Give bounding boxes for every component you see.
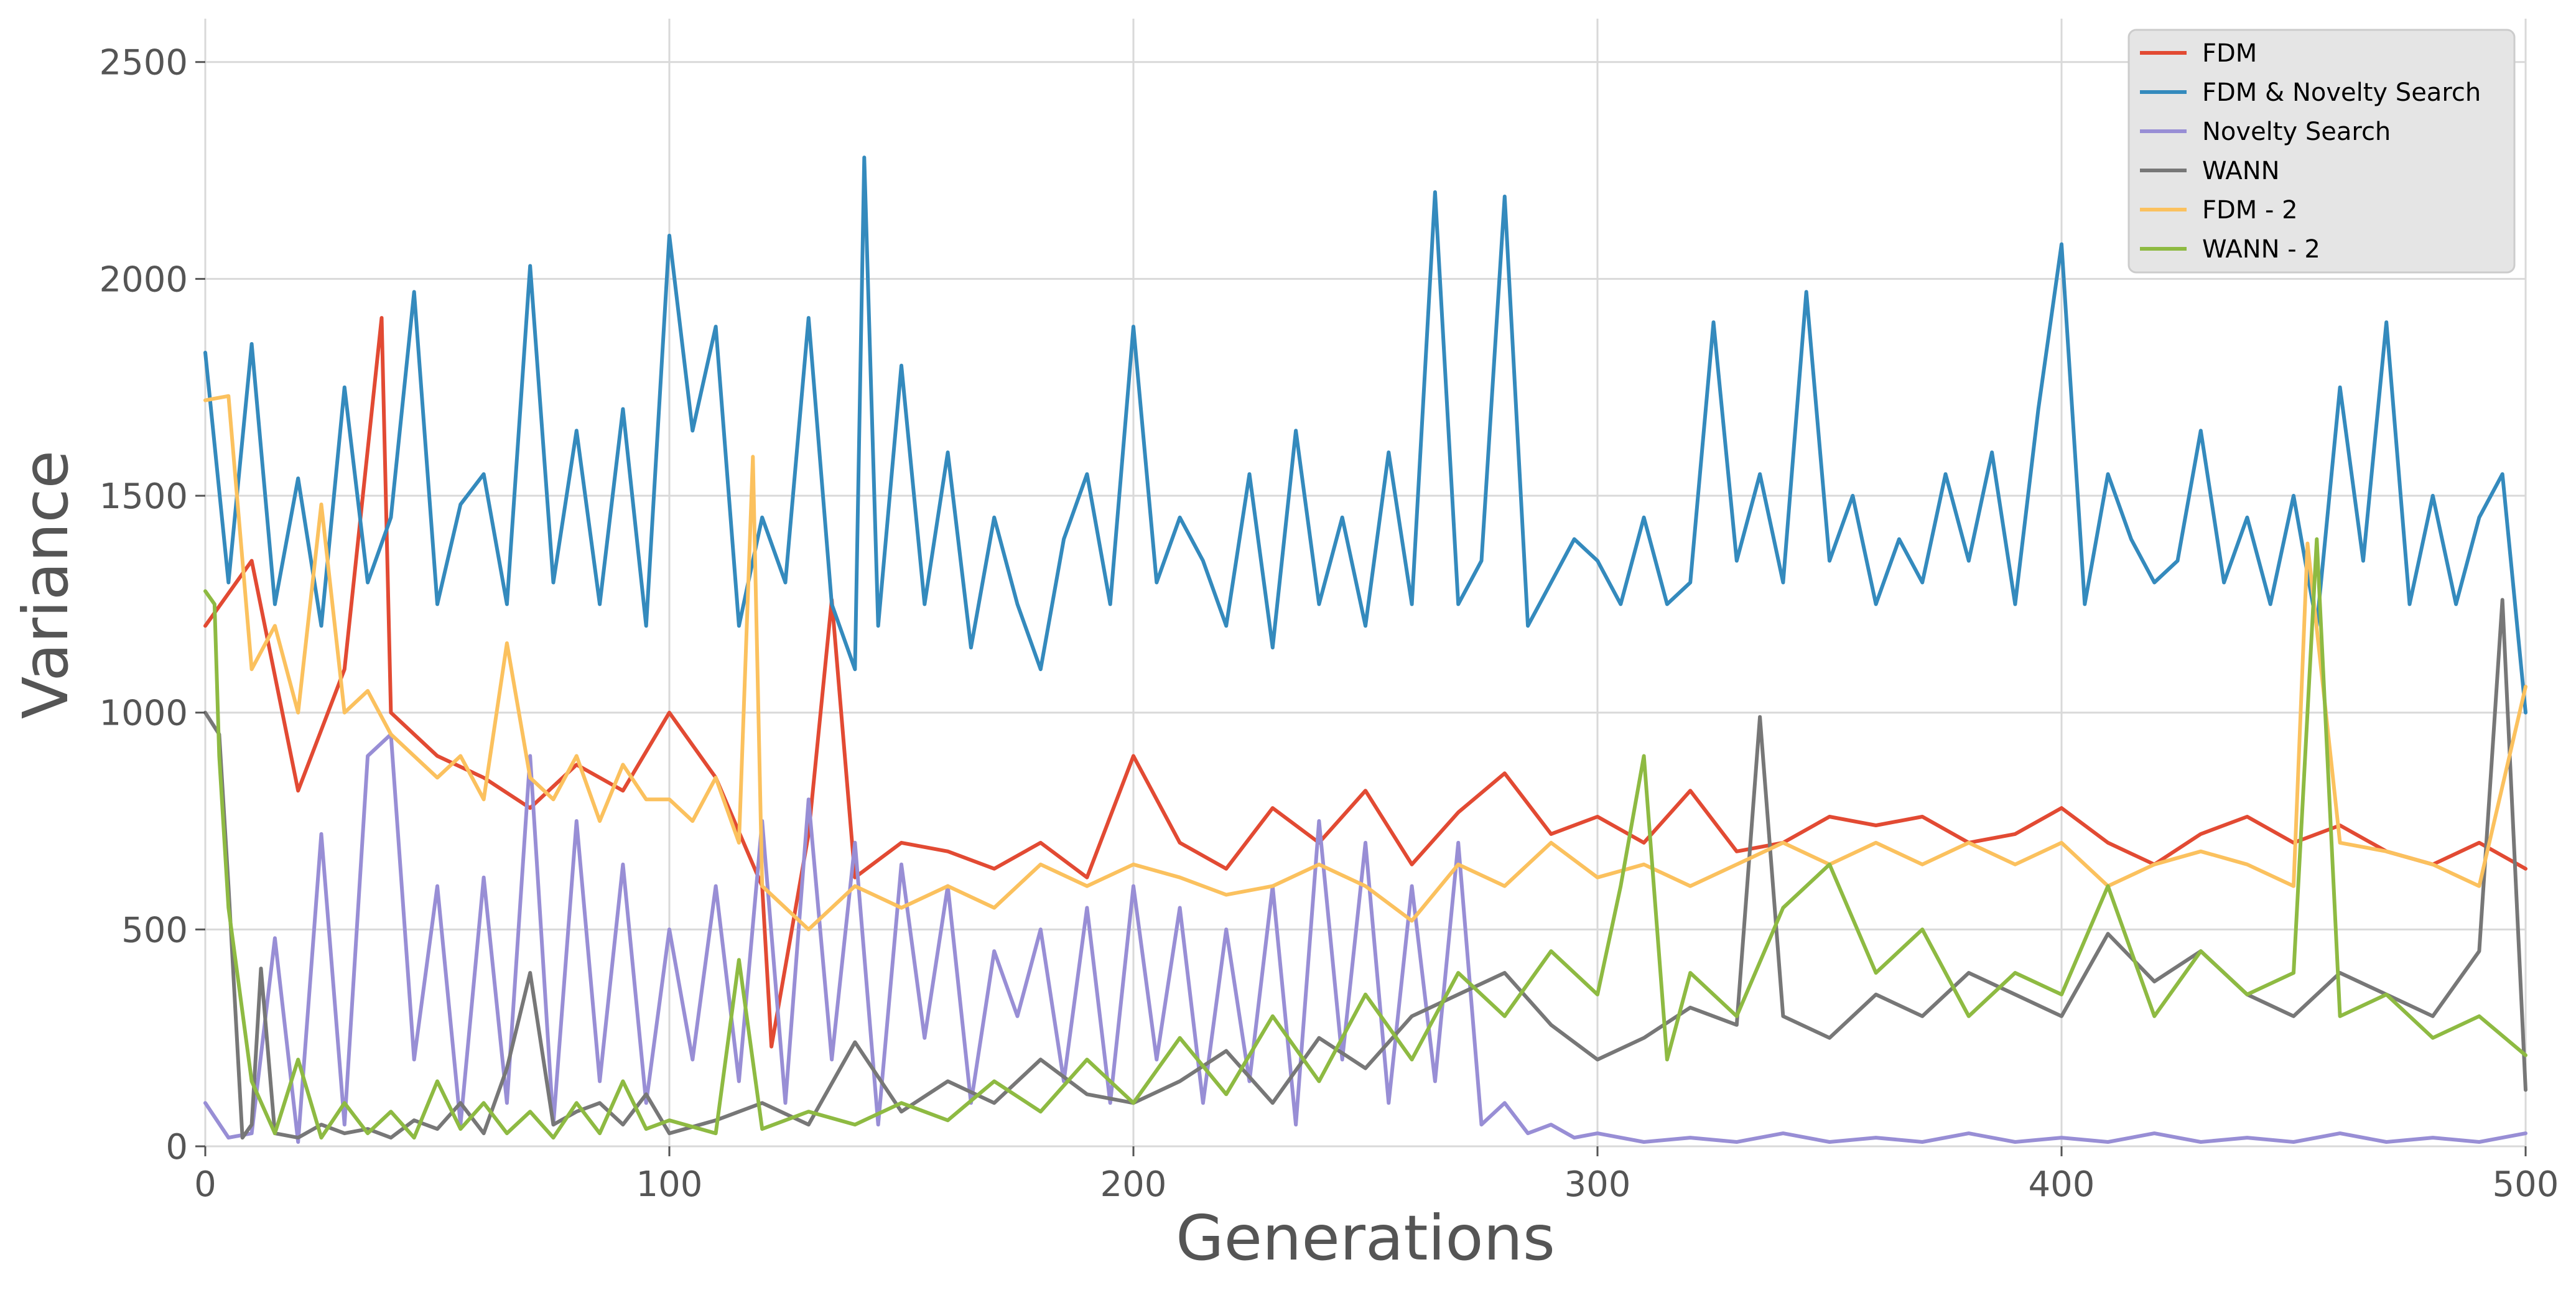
legend-label-wann: WANN <box>2202 157 2280 185</box>
series-line-wann-2 <box>203 537 2527 1140</box>
x-tick-label: 400 <box>2029 1164 2095 1205</box>
x-tick-label: 100 <box>636 1164 703 1205</box>
x-axis-label: Generations <box>1176 1202 1555 1274</box>
series-line-fdm-novelty-search <box>203 155 2527 715</box>
y-tick-label: 1000 <box>99 694 188 734</box>
y-axis-label: Variance <box>9 450 82 719</box>
legend-entries: FDM FDM & Novelty Search Novelty Search WAN… <box>2140 39 2481 264</box>
y-tick-label: 0 <box>165 1127 188 1167</box>
legend-label-fdm: FDM <box>2202 39 2257 68</box>
y-tick-label: 500 <box>121 910 188 950</box>
x-tick-label: 300 <box>1565 1164 1631 1205</box>
legend-label-fdm-novelty-search: FDM & Novelty Search <box>2202 78 2481 107</box>
legend-label-fdm-2: FDM - 2 <box>2202 196 2298 225</box>
x-tick-label: 0 <box>194 1164 216 1205</box>
series-line-wann <box>203 598 2527 1140</box>
series-line-novelty-search <box>203 732 2527 1144</box>
x-tick-label: 200 <box>1100 1164 1167 1205</box>
y-tick-label: 2000 <box>99 259 188 300</box>
y-tick-label: 2500 <box>99 43 188 83</box>
series-lines <box>203 155 2527 1144</box>
legend-box <box>2127 29 2516 274</box>
legend-label-novelty-search: Novelty Search <box>2202 118 2391 146</box>
axes: 0 100 200 300 400 500 0 500 1000 1500 2000 2500 <box>99 43 2559 1205</box>
grid <box>204 19 2527 1148</box>
y-tick-label: 1500 <box>99 476 188 517</box>
legend-label-wann-2: WANN - 2 <box>2202 235 2320 264</box>
legend: FDM FDM & Novelty Search Novelty Search WAN… <box>2127 29 2516 274</box>
series-line-fdm-2 <box>203 394 2527 932</box>
x-tick-label: 500 <box>2493 1164 2559 1205</box>
